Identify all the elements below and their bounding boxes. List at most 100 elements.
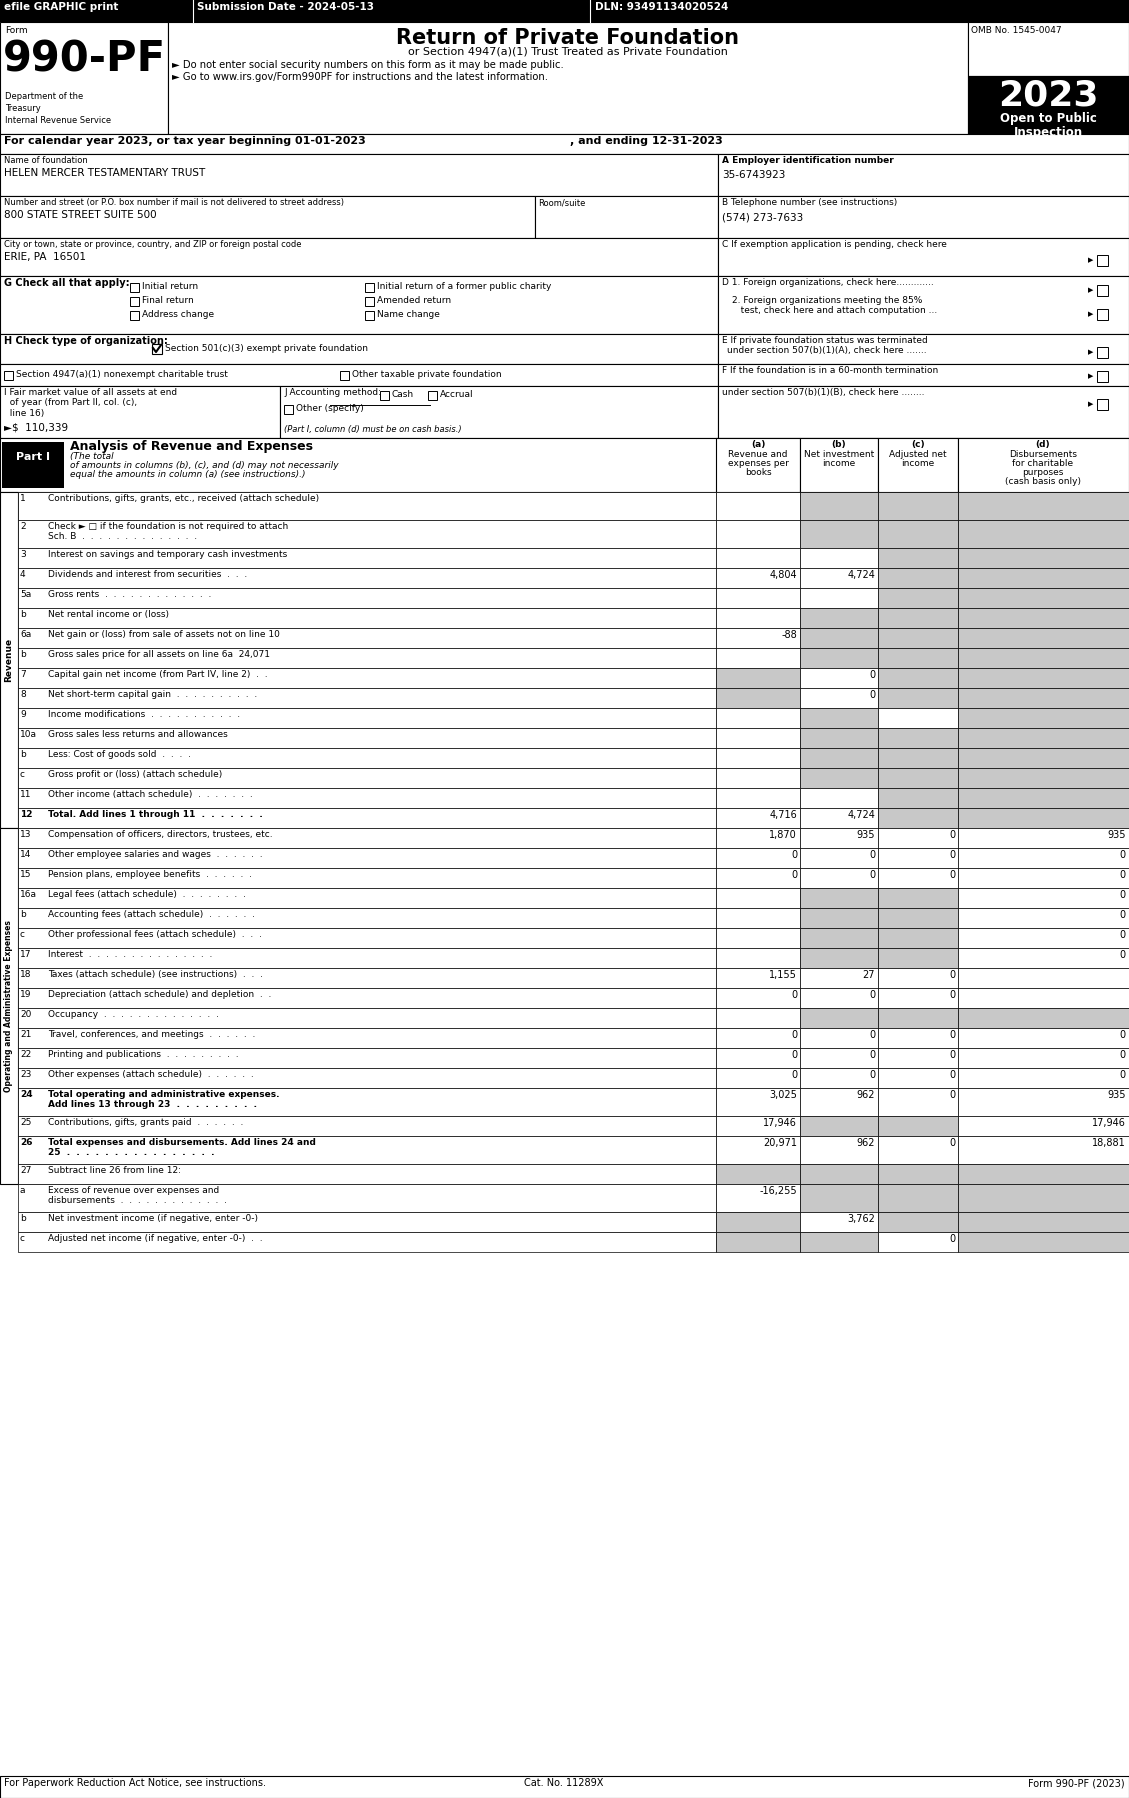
Bar [716,628,800,647]
Bar [959,987,1129,1009]
Bar [878,868,959,888]
Text: J Accounting method:: J Accounting method: [285,388,380,397]
Bar [18,669,716,689]
Text: Legal fees (attach schedule)  .  .  .  .  .  .  .  .: Legal fees (attach schedule) . . . . . .… [49,890,246,899]
Bar [800,439,878,493]
Text: Revenue and: Revenue and [728,450,788,458]
Bar [959,788,1129,807]
Bar [800,608,878,628]
Text: Cat. No. 11289X: Cat. No. 11289X [524,1778,604,1787]
Text: 0: 0 [869,1030,875,1039]
Text: Net investment: Net investment [804,450,874,458]
Text: 0: 0 [948,870,955,879]
Bar [18,548,716,568]
Bar [0,493,18,829]
Text: HELEN MERCER TESTAMENTARY TRUST: HELEN MERCER TESTAMENTARY TRUST [5,167,205,178]
Bar [1097,399,1108,410]
Bar [18,967,716,987]
Text: Interest on savings and temporary cash investments: Interest on savings and temporary cash i… [49,550,287,559]
Text: 11: 11 [20,789,32,798]
Bar [716,588,800,608]
Bar [878,728,959,748]
Bar [716,908,800,928]
Bar [959,1028,1129,1048]
Bar [18,908,716,928]
Text: Cash: Cash [392,390,414,399]
Bar [285,405,294,414]
Text: I Fair market value of all assets at end
  of year (from Part II, col. (c),
  li: I Fair market value of all assets at end… [5,388,177,417]
Text: Inspection: Inspection [1014,126,1083,138]
Text: (574) 273-7633: (574) 273-7633 [723,212,803,221]
Text: 0: 0 [1120,930,1126,940]
Bar [18,608,716,628]
Bar [18,748,716,768]
Text: Gross profit or (loss) (attach schedule): Gross profit or (loss) (attach schedule) [49,770,222,779]
Bar [18,1028,716,1048]
Bar [18,788,716,807]
Bar [380,390,390,399]
Bar [968,22,1129,76]
Bar [0,363,718,387]
Bar [878,548,959,568]
Text: income: income [901,458,935,467]
Text: 4,716: 4,716 [769,811,797,820]
Text: 17,946: 17,946 [1092,1118,1126,1127]
Bar [130,282,139,291]
Text: of amounts in columns (b), (c), and (d) may not necessarily: of amounts in columns (b), (c), and (d) … [70,460,339,469]
Text: Total expenses and disbursements. Add lines 24 and
25  .  .  .  .  .  .  .  .  .: Total expenses and disbursements. Add li… [49,1138,316,1158]
Bar [800,1048,878,1068]
Bar [18,628,716,647]
Bar [18,1009,716,1028]
Bar [716,1117,800,1136]
Text: Form 990-PF (2023): Form 990-PF (2023) [1029,1778,1124,1787]
Text: under section 507(b)(1)(A), check here .......: under section 507(b)(1)(A), check here .… [727,345,927,354]
Bar [959,807,1129,829]
Bar [878,588,959,608]
Text: Subtract line 26 from line 12:: Subtract line 26 from line 12: [49,1165,181,1176]
Text: 0: 0 [869,1050,875,1061]
Text: 24: 24 [20,1090,33,1099]
Bar [0,277,718,334]
Text: 935: 935 [857,831,875,840]
Bar [878,1048,959,1068]
Text: b: b [20,651,26,660]
Bar [18,807,716,829]
Text: Depreciation (attach schedule) and depletion  .  .: Depreciation (attach schedule) and deple… [49,991,271,1000]
Bar [18,888,716,908]
Bar [878,849,959,868]
Text: test, check here and attach computation ...: test, check here and attach computation … [732,306,937,315]
Bar [800,849,878,868]
Text: 0: 0 [1120,1030,1126,1039]
Text: Dividends and interest from securities  .  .  .: Dividends and interest from securities .… [49,570,247,579]
Text: Net gain or (loss) from sale of assets not on line 10: Net gain or (loss) from sale of assets n… [49,629,280,638]
Bar [2,442,64,487]
Bar [959,888,1129,908]
Bar [800,1185,878,1212]
Text: Section 4947(a)(1) nonexempt charitable trust: Section 4947(a)(1) nonexempt charitable … [16,370,228,379]
Bar [18,849,716,868]
Bar [800,689,878,708]
Bar [0,0,1129,22]
Bar [716,788,800,807]
Bar [878,987,959,1009]
Text: (The total: (The total [70,451,114,460]
Text: A Employer identification number: A Employer identification number [723,156,894,165]
Bar [959,669,1129,689]
Text: 0: 0 [948,1070,955,1081]
Text: Income modifications  .  .  .  .  .  .  .  .  .  .  .: Income modifications . . . . . . . . . .… [49,710,240,719]
Bar [0,135,1129,155]
Text: books: books [745,467,771,476]
Text: 935: 935 [1108,1090,1126,1100]
Bar [716,987,800,1009]
Text: Adjusted net income (if negative, enter -0-)  .  .: Adjusted net income (if negative, enter … [49,1233,263,1242]
Text: 0: 0 [948,1090,955,1100]
Text: Less: Cost of goods sold  .  .  .  .: Less: Cost of goods sold . . . . [49,750,191,759]
Text: Other taxable private foundation: Other taxable private foundation [352,370,501,379]
Bar [716,888,800,908]
Bar [5,370,14,379]
Text: B Telephone number (see instructions): B Telephone number (see instructions) [723,198,898,207]
Bar [718,237,1129,277]
Text: 962: 962 [857,1138,875,1147]
Text: 0: 0 [948,1138,955,1147]
Bar [959,728,1129,748]
